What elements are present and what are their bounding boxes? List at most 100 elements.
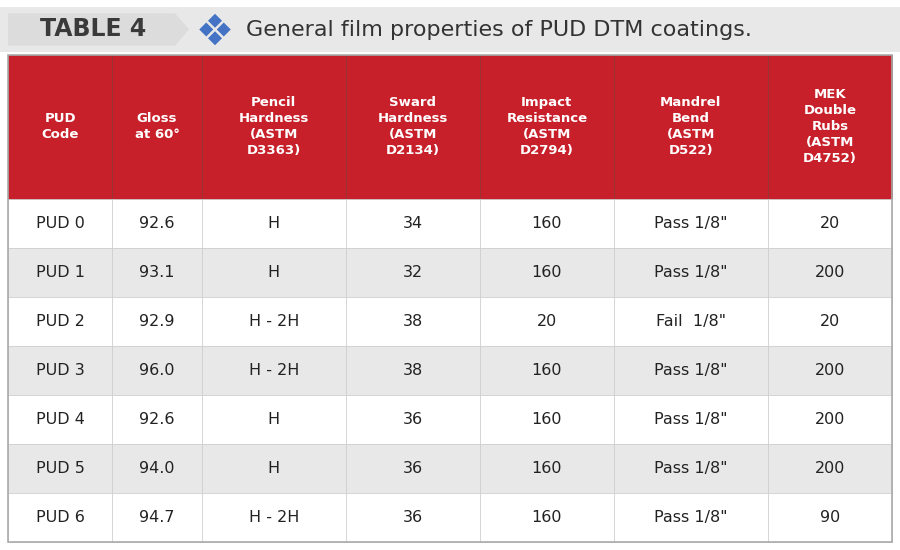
Text: 160: 160 — [532, 216, 562, 230]
Bar — [112, 395, 202, 444]
Bar — [614, 395, 768, 444]
Text: 160: 160 — [532, 510, 562, 525]
Bar — [0, 7, 900, 52]
Bar — [112, 55, 202, 199]
Text: Pass 1/8": Pass 1/8" — [654, 265, 727, 280]
Bar — [346, 346, 480, 395]
Text: 38: 38 — [402, 363, 423, 378]
Text: PUD 5: PUD 5 — [36, 461, 85, 476]
Text: 200: 200 — [814, 265, 845, 280]
Bar — [202, 297, 346, 346]
Bar — [480, 493, 614, 542]
Text: 92.9: 92.9 — [140, 314, 175, 329]
Bar — [112, 199, 202, 248]
Bar — [112, 248, 202, 297]
Text: 32: 32 — [402, 265, 423, 280]
Bar — [346, 444, 480, 493]
Text: MEK
Double
Rubs
(ASTM
D4752): MEK Double Rubs (ASTM D4752) — [803, 89, 857, 166]
Text: Pass 1/8": Pass 1/8" — [654, 461, 727, 476]
Text: 200: 200 — [814, 412, 845, 427]
Bar — [346, 55, 480, 199]
Bar — [768, 55, 892, 199]
Text: 38: 38 — [402, 314, 423, 329]
Text: PUD 4: PUD 4 — [36, 412, 85, 427]
Bar — [614, 297, 768, 346]
Text: 160: 160 — [532, 363, 562, 378]
Text: 92.6: 92.6 — [140, 412, 175, 427]
Bar — [614, 55, 768, 199]
Text: 36: 36 — [402, 461, 423, 476]
Bar — [346, 199, 480, 248]
Text: 36: 36 — [402, 510, 423, 525]
Text: H: H — [267, 216, 280, 230]
Bar — [202, 395, 346, 444]
Polygon shape — [208, 31, 222, 45]
Bar — [8, 493, 112, 542]
Bar — [768, 493, 892, 542]
Text: Fail  1/8": Fail 1/8" — [656, 314, 726, 329]
Text: 200: 200 — [814, 363, 845, 378]
Text: Gloss
at 60°: Gloss at 60° — [135, 112, 179, 141]
Bar — [480, 248, 614, 297]
Text: H - 2H: H - 2H — [248, 510, 299, 525]
Text: H - 2H: H - 2H — [248, 314, 299, 329]
Text: 160: 160 — [532, 461, 562, 476]
Text: TABLE 4: TABLE 4 — [40, 18, 147, 41]
Text: Pass 1/8": Pass 1/8" — [654, 412, 727, 427]
Bar — [8, 297, 112, 346]
Text: PUD 0: PUD 0 — [36, 216, 85, 230]
Bar — [480, 297, 614, 346]
Text: PUD 1: PUD 1 — [36, 265, 85, 280]
Text: H: H — [267, 461, 280, 476]
Text: H: H — [267, 265, 280, 280]
Bar — [202, 346, 346, 395]
Bar — [112, 297, 202, 346]
Text: 160: 160 — [532, 265, 562, 280]
Text: PUD 6: PUD 6 — [36, 510, 85, 525]
Bar — [768, 248, 892, 297]
Polygon shape — [8, 13, 189, 46]
Text: 20: 20 — [536, 314, 557, 329]
Bar — [112, 493, 202, 542]
Text: General film properties of PUD DTM coatings.: General film properties of PUD DTM coati… — [246, 19, 752, 40]
Text: Pass 1/8": Pass 1/8" — [654, 363, 727, 378]
Bar — [614, 493, 768, 542]
Bar — [8, 199, 112, 248]
Bar — [480, 395, 614, 444]
Text: H - 2H: H - 2H — [248, 363, 299, 378]
Text: 160: 160 — [532, 412, 562, 427]
Text: 90: 90 — [820, 510, 840, 525]
Bar — [768, 444, 892, 493]
Bar — [346, 248, 480, 297]
Text: Sward
Hardness
(ASTM
D2134): Sward Hardness (ASTM D2134) — [378, 96, 448, 157]
Text: H: H — [267, 412, 280, 427]
Bar — [614, 444, 768, 493]
Bar — [346, 395, 480, 444]
Text: PUD
Code: PUD Code — [41, 112, 79, 141]
Bar — [480, 346, 614, 395]
Bar — [8, 346, 112, 395]
Text: Pencil
Hardness
(ASTM
D3363): Pencil Hardness (ASTM D3363) — [238, 96, 309, 157]
Text: 20: 20 — [820, 314, 840, 329]
Bar — [8, 55, 892, 542]
Bar — [346, 297, 480, 346]
Polygon shape — [199, 23, 213, 36]
Bar — [614, 346, 768, 395]
Text: PUD 2: PUD 2 — [36, 314, 85, 329]
Text: Pass 1/8": Pass 1/8" — [654, 216, 727, 230]
Bar — [8, 248, 112, 297]
Bar — [768, 346, 892, 395]
Text: Pass 1/8": Pass 1/8" — [654, 510, 727, 525]
Polygon shape — [208, 14, 222, 28]
Bar — [202, 55, 346, 199]
Bar — [346, 493, 480, 542]
Bar — [768, 297, 892, 346]
Text: Mandrel
Bend
(ASTM
D522): Mandrel Bend (ASTM D522) — [661, 96, 722, 157]
Bar — [480, 55, 614, 199]
Text: Impact
Resistance
(ASTM
D2794): Impact Resistance (ASTM D2794) — [507, 96, 588, 157]
Polygon shape — [217, 23, 230, 36]
Bar — [8, 55, 112, 199]
Text: 36: 36 — [402, 412, 423, 427]
Text: 20: 20 — [820, 216, 840, 230]
Bar — [202, 493, 346, 542]
